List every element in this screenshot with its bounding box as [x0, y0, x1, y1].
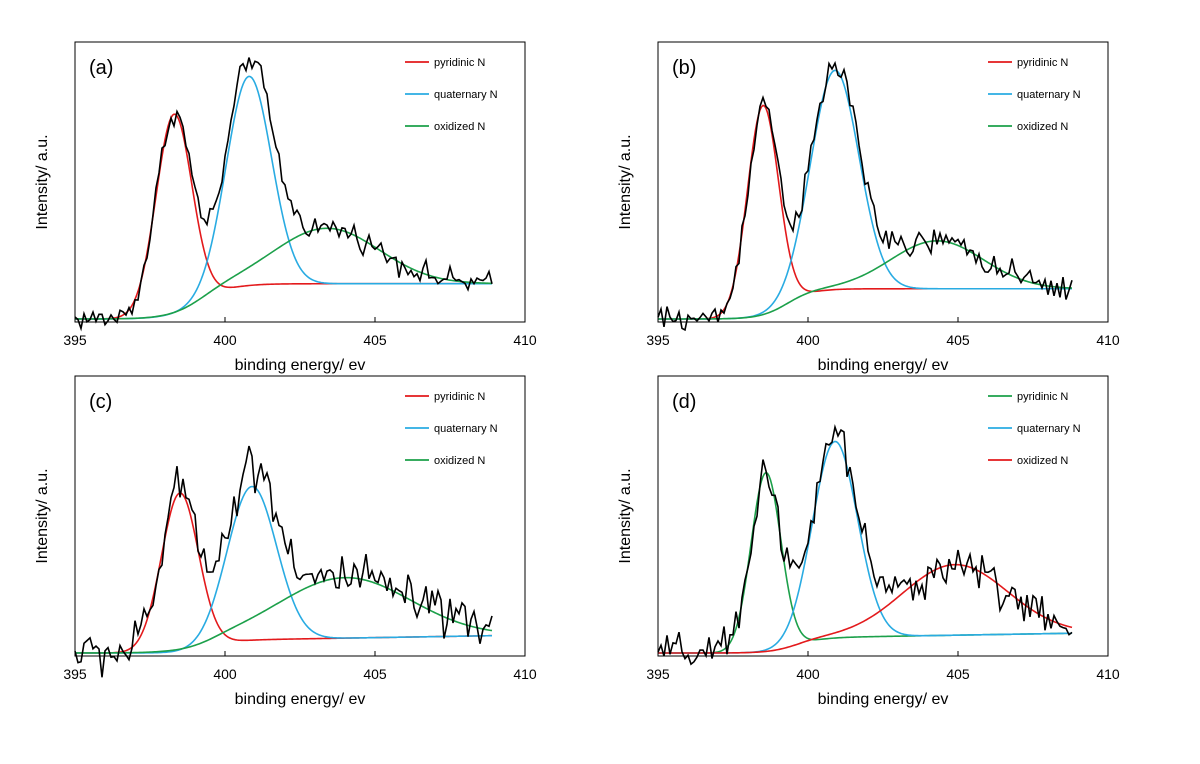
raw-spectrum [74, 445, 493, 678]
x-tick-label-1: 395 [63, 666, 87, 682]
x-tick-label-3: 405 [946, 666, 970, 682]
fit-curve-2 [658, 69, 1072, 320]
x-tick-label-3: 405 [946, 332, 970, 348]
legend: pyridinic N quaternary N oxidized N [988, 391, 1081, 467]
legend-label-1: pyridinic N [434, 57, 485, 69]
legend-label-3: oxidized N [434, 121, 485, 133]
legend-label-2: quaternary N [434, 89, 498, 101]
legend-label-2: quaternary N [1017, 89, 1081, 101]
x-tick-label-1: 395 [646, 332, 670, 348]
legend-label-1: pyridinic N [1017, 391, 1068, 403]
y-axis-label: Intensity/ a.u. [617, 134, 634, 229]
y-axis-label: Intensity/ a.u. [34, 468, 51, 563]
x-tick-label-4: 410 [1096, 666, 1120, 682]
x-tick-label-2: 400 [213, 332, 237, 348]
x-tick-label-2: 400 [796, 332, 820, 348]
x-axis-label: binding energy/ ev [235, 357, 366, 374]
x-axis-label: binding energy/ ev [818, 691, 949, 708]
raw-spectrum [657, 60, 1073, 332]
panel-label: (b) [672, 57, 696, 79]
y-axis-label: Intensity/ a.u. [34, 134, 51, 229]
raw-spectrum [657, 424, 1073, 666]
legend: pyridinic N quaternary N oxidized N [405, 57, 498, 133]
curves [657, 60, 1073, 332]
legend-label-3: oxidized N [1017, 455, 1068, 467]
x-tick-label-2: 400 [796, 666, 820, 682]
panel-a: (a) pyridinic N quaternary N oxidized N 39… [34, 41, 537, 374]
x-ticks: 395 400 405 410 [646, 651, 1120, 682]
panel-label: (c) [89, 391, 112, 413]
legend-label-2: quaternary N [1017, 423, 1081, 435]
y-axis-label: Intensity/ a.u. [617, 468, 634, 563]
legend-label-1: pyridinic N [434, 391, 485, 403]
panel-d: (d) pyridinic N quaternary N oxidized N 39… [617, 375, 1120, 708]
fit-curve-3 [658, 240, 1073, 320]
x-axis-label: binding energy/ ev [818, 357, 949, 374]
fit-curve-1 [658, 471, 1073, 654]
fit-curve-2 [75, 75, 492, 320]
curves [657, 424, 1073, 666]
plot-frame [657, 375, 1109, 657]
x-tick-label-4: 410 [513, 332, 537, 348]
fit-curve-2 [75, 485, 493, 654]
plot-frame [74, 41, 526, 323]
panel-c: (c) pyridinic N quaternary N oxidized N 39… [34, 375, 537, 708]
x-tick-label-3: 405 [363, 332, 387, 348]
raw-spectrum [74, 57, 493, 332]
panel-label: (a) [89, 57, 113, 79]
x-tick-label-4: 410 [513, 666, 537, 682]
plot-frame [657, 41, 1109, 323]
fit-curve-3 [75, 227, 493, 320]
panel-label: (d) [672, 391, 696, 413]
curves [74, 445, 493, 678]
x-tick-label-3: 405 [363, 666, 387, 682]
x-ticks: 395 400 405 410 [63, 651, 537, 682]
fit-curve-1 [658, 104, 1072, 320]
plot-frame [74, 375, 526, 657]
fit-curve-3 [74, 576, 493, 654]
x-tick-label-1: 395 [63, 332, 87, 348]
panel-b: (b) pyridinic N quaternary N oxidized N 39… [617, 41, 1120, 374]
x-tick-label-2: 400 [213, 666, 237, 682]
x-tick-label-1: 395 [646, 666, 670, 682]
legend-label-2: quaternary N [434, 423, 498, 435]
legend-label-3: oxidized N [434, 455, 485, 467]
legend: pyridinic N quaternary N oxidized N [988, 57, 1081, 133]
fit-curve-3 [658, 563, 1073, 654]
x-ticks: 395 400 405 410 [63, 317, 537, 348]
x-ticks: 395 400 405 410 [646, 317, 1120, 348]
x-tick-label-4: 410 [1096, 332, 1120, 348]
legend-label-3: oxidized N [1017, 121, 1068, 133]
legend-label-1: pyridinic N [1017, 57, 1068, 69]
curves [74, 57, 493, 332]
legend: pyridinic N quaternary N oxidized N [405, 391, 498, 467]
x-axis-label: binding energy/ ev [235, 691, 366, 708]
